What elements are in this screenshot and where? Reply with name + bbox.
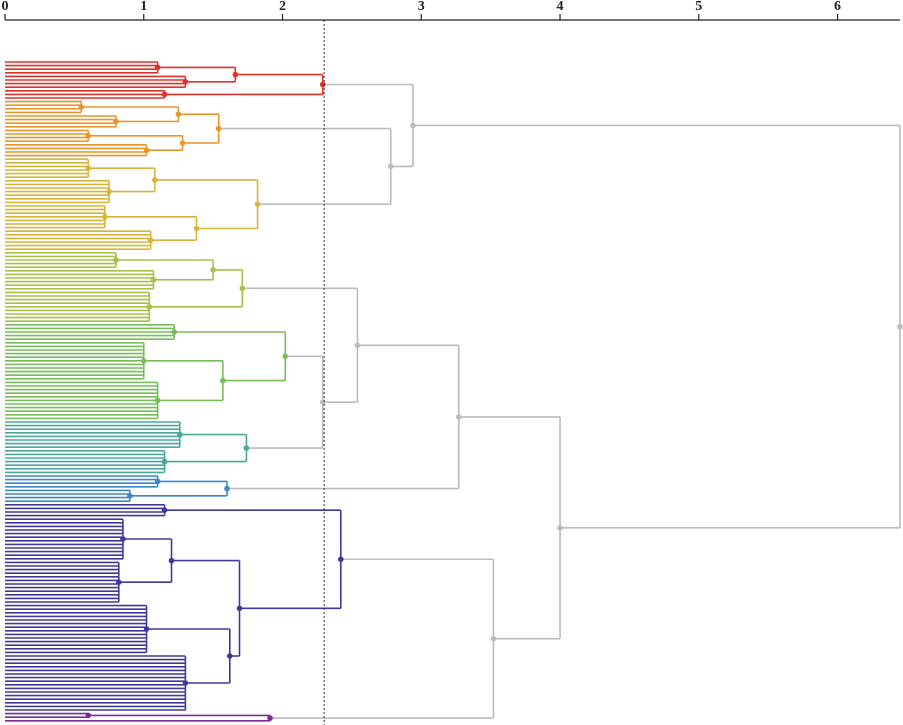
node bbox=[154, 397, 161, 404]
node bbox=[113, 118, 119, 125]
node bbox=[226, 653, 233, 659]
x-tick-label: 6 bbox=[834, 0, 841, 14]
node bbox=[143, 147, 150, 153]
node bbox=[220, 377, 226, 384]
node bbox=[410, 122, 416, 129]
node bbox=[85, 133, 92, 139]
node bbox=[455, 414, 462, 420]
node bbox=[127, 493, 133, 499]
node bbox=[232, 71, 239, 78]
node bbox=[175, 111, 182, 117]
node bbox=[154, 64, 161, 71]
node bbox=[113, 257, 119, 263]
node bbox=[161, 91, 168, 98]
node bbox=[215, 125, 222, 132]
node bbox=[106, 188, 112, 195]
node bbox=[102, 214, 108, 220]
node bbox=[146, 304, 153, 310]
node bbox=[210, 267, 216, 273]
node bbox=[319, 399, 326, 406]
x-tick-label: 4 bbox=[557, 0, 564, 14]
node bbox=[557, 525, 563, 531]
node bbox=[161, 507, 168, 513]
node bbox=[337, 556, 344, 563]
node bbox=[254, 201, 261, 207]
x-tick-label: 5 bbox=[695, 0, 702, 14]
node bbox=[182, 79, 189, 85]
node bbox=[387, 163, 394, 170]
node bbox=[171, 329, 178, 335]
node bbox=[267, 715, 273, 721]
node bbox=[182, 680, 189, 686]
node bbox=[239, 285, 246, 292]
node bbox=[236, 605, 243, 612]
x-tick-label: 3 bbox=[418, 0, 425, 14]
node bbox=[161, 458, 168, 465]
node bbox=[140, 358, 147, 364]
x-tick-label: 0 bbox=[2, 0, 9, 14]
x-tick-label: 2 bbox=[279, 0, 286, 14]
node bbox=[85, 165, 92, 171]
node bbox=[143, 626, 150, 632]
node bbox=[354, 342, 361, 349]
node bbox=[193, 225, 200, 232]
node bbox=[147, 237, 154, 243]
node bbox=[177, 431, 183, 438]
node bbox=[179, 140, 186, 146]
node bbox=[78, 104, 85, 110]
node bbox=[282, 353, 289, 360]
node bbox=[224, 485, 230, 492]
node bbox=[150, 277, 157, 283]
node bbox=[897, 323, 903, 330]
node bbox=[168, 557, 175, 564]
node bbox=[115, 579, 122, 585]
node bbox=[243, 445, 250, 451]
node bbox=[319, 81, 326, 88]
node bbox=[154, 478, 161, 485]
x-tick-label: 1 bbox=[140, 0, 147, 14]
node bbox=[490, 635, 497, 642]
node bbox=[120, 536, 126, 542]
node bbox=[85, 712, 92, 719]
node bbox=[152, 177, 158, 183]
